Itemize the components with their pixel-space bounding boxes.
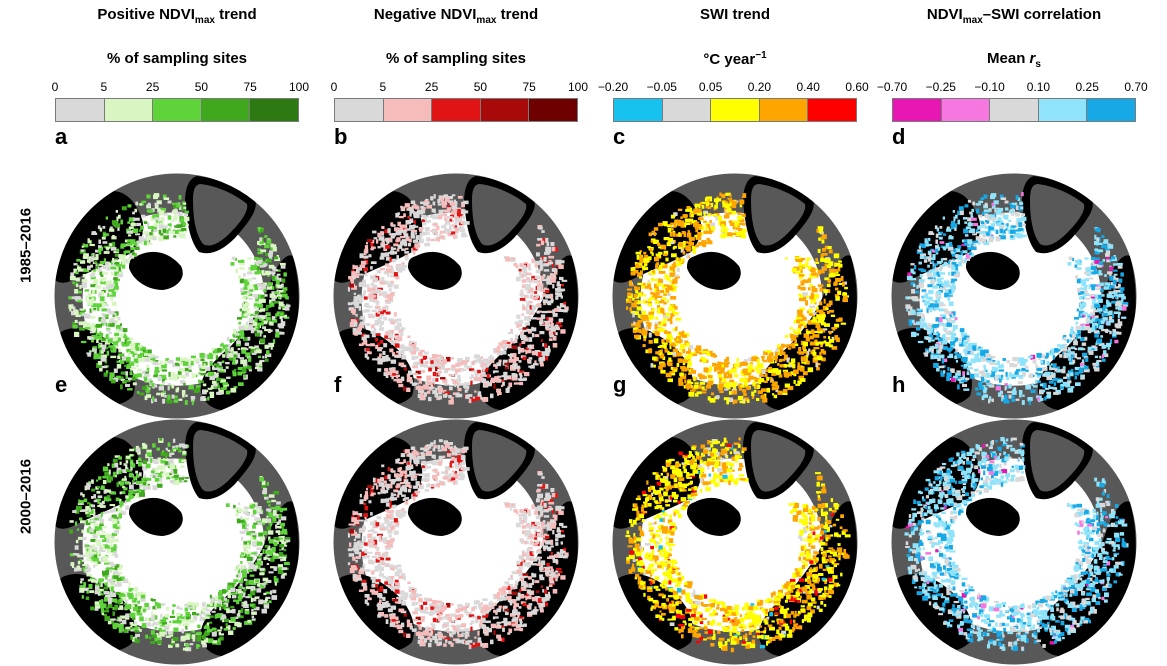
colorbar-segment-5 <box>808 99 856 121</box>
map-panel-d <box>890 172 1138 420</box>
colorbar-segment-5 <box>250 99 298 121</box>
map-panel-b <box>332 172 580 420</box>
row-label-1985-2016: 1985–2016 <box>18 186 35 306</box>
column-title: Negative NDVImax trend <box>316 6 596 26</box>
colorbar-tick-label: −0.20 <box>598 80 628 94</box>
colorbar-tick-label: 0 <box>52 80 59 94</box>
colorbar-segment-4 <box>481 99 530 121</box>
colorbar-segment-3 <box>711 99 760 121</box>
colorbar-tick-label: 0.20 <box>748 80 771 94</box>
colorbar-segment-2 <box>942 99 991 121</box>
colorbar-tick-label: −0.70 <box>877 80 907 94</box>
colorbar-tick-label: 0.40 <box>797 80 820 94</box>
colorbar-tick-label: 0 <box>331 80 338 94</box>
colorbar-tick-label: 100 <box>568 80 588 94</box>
colorbar-tick-label: 0.70 <box>1124 80 1147 94</box>
column-title: Positive NDVImax trend <box>37 6 317 26</box>
row-label-2000-2016: 2000–2016 <box>18 437 35 557</box>
map-panel-h <box>890 418 1138 666</box>
colorbar-tick-label: 50 <box>195 80 208 94</box>
colorbar-tick-label: 0.60 <box>845 80 868 94</box>
colorbar-tick-label: −0.25 <box>926 80 956 94</box>
colorbar-segment-4 <box>1039 99 1088 121</box>
colorbar-segment-2 <box>105 99 154 121</box>
panel-letter-c: c <box>613 124 625 150</box>
panel-letter-b: b <box>334 124 347 150</box>
panel-letter-a: a <box>55 124 67 150</box>
colorbar <box>334 98 578 122</box>
colorbar-unit-label: % of sampling sites <box>37 50 317 67</box>
colorbar-segment-4 <box>760 99 809 121</box>
colorbar-segment-1 <box>56 99 105 121</box>
map-panel-f <box>332 418 580 666</box>
colorbar-tick-label: 0.05 <box>699 80 722 94</box>
colorbar <box>613 98 857 122</box>
colorbar-tick-label: 25 <box>146 80 159 94</box>
column-title: NDVImax–SWI correlation <box>874 6 1154 26</box>
colorbar-segment-3 <box>990 99 1039 121</box>
panel-letter-d: d <box>892 124 905 150</box>
colorbar <box>892 98 1136 122</box>
colorbar-tick-label: 0.10 <box>1027 80 1050 94</box>
colorbar-tick-label: 75 <box>523 80 536 94</box>
colorbar-tick-label: 50 <box>474 80 487 94</box>
colorbar-segment-4 <box>202 99 251 121</box>
column-title: SWI trend <box>595 6 875 23</box>
colorbar-segment-3 <box>432 99 481 121</box>
colorbar-segment-1 <box>335 99 384 121</box>
colorbar-segment-1 <box>614 99 663 121</box>
colorbar-tick-label: −0.05 <box>647 80 677 94</box>
panel-letter-g: g <box>613 372 626 398</box>
colorbar-segment-3 <box>153 99 202 121</box>
colorbar-unit-label: °C year−1 <box>595 50 875 68</box>
panel-letter-h: h <box>892 372 905 398</box>
colorbar-tick-label: 75 <box>244 80 257 94</box>
colorbar-unit-label: % of sampling sites <box>316 50 596 67</box>
map-panel-e <box>53 418 301 666</box>
colorbar-tick-label: 100 <box>289 80 309 94</box>
map-panel-g <box>611 418 859 666</box>
colorbar-segment-2 <box>663 99 712 121</box>
colorbar-tick-label: 5 <box>379 80 386 94</box>
colorbar-tick-label: 0.25 <box>1076 80 1099 94</box>
colorbar-segment-1 <box>893 99 942 121</box>
panel-letter-e: e <box>55 372 67 398</box>
map-panel-a <box>53 172 301 420</box>
colorbar-unit-label: Mean rs <box>874 50 1154 70</box>
colorbar-segment-2 <box>384 99 433 121</box>
colorbar-tick-label: −0.10 <box>974 80 1004 94</box>
colorbar-tick-label: 25 <box>425 80 438 94</box>
colorbar-tick-label: 5 <box>100 80 107 94</box>
panel-letter-f: f <box>334 372 341 398</box>
colorbar-segment-5 <box>1087 99 1135 121</box>
colorbar <box>55 98 299 122</box>
colorbar-segment-5 <box>529 99 577 121</box>
map-panel-c <box>611 172 859 420</box>
